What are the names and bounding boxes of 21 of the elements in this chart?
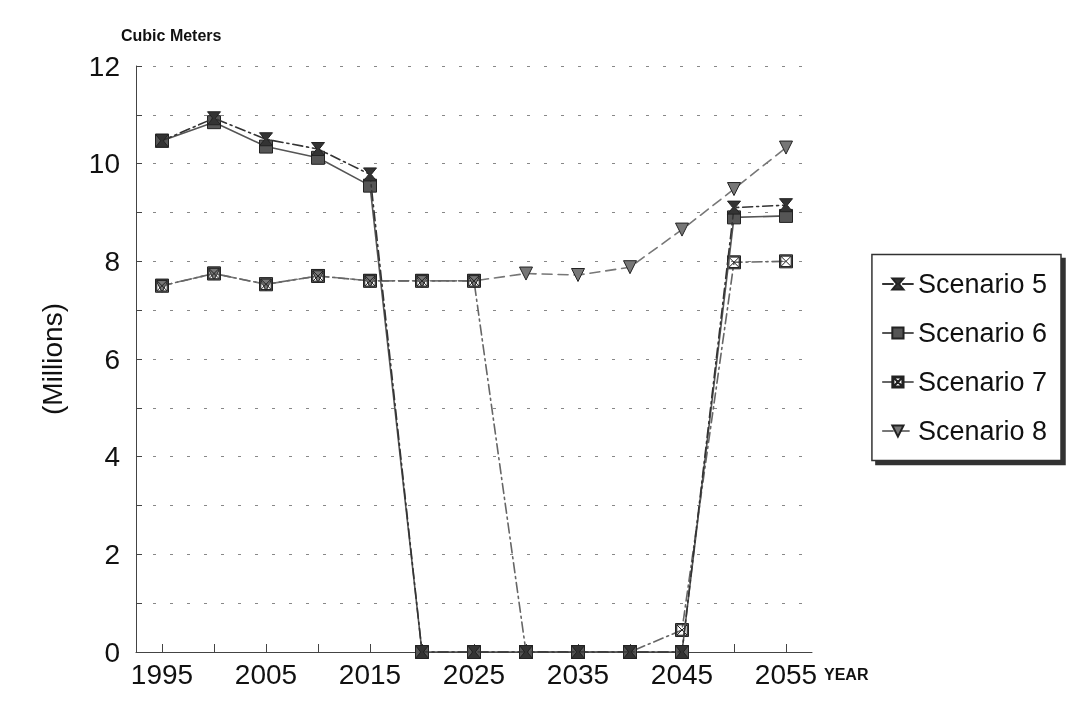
- x-tick-label: 2025: [442, 658, 506, 690]
- text: Cubic Meters: [121, 26, 222, 44]
- y-tick-label: 12: [88, 50, 120, 82]
- y-tick-label: 8: [104, 245, 120, 277]
- y-tick-label: 2: [104, 538, 120, 570]
- y-tick-label: 10: [88, 148, 120, 180]
- x-tick-label: 2055: [754, 658, 818, 690]
- x-tick-label: 2035: [546, 658, 610, 690]
- legend-label: Scenario 8: [917, 416, 1048, 446]
- legend-label: Scenario 7: [917, 367, 1048, 397]
- y-tick-label: 4: [104, 441, 120, 473]
- x-tick-label: 2005: [234, 658, 298, 690]
- x-tick-label: 1995: [130, 658, 194, 690]
- x-tick-label: 2015: [338, 658, 402, 690]
- y-axis-title: (Millions): [36, 303, 68, 415]
- legend-label: Scenario 5: [917, 269, 1048, 299]
- legend-label: Scenario 6: [917, 318, 1048, 348]
- x-axis-title: YEAR: [824, 665, 869, 683]
- y-tick-label: 6: [104, 343, 120, 375]
- x-tick-label: 2045: [650, 658, 714, 690]
- y-tick-label: 0: [104, 636, 120, 668]
